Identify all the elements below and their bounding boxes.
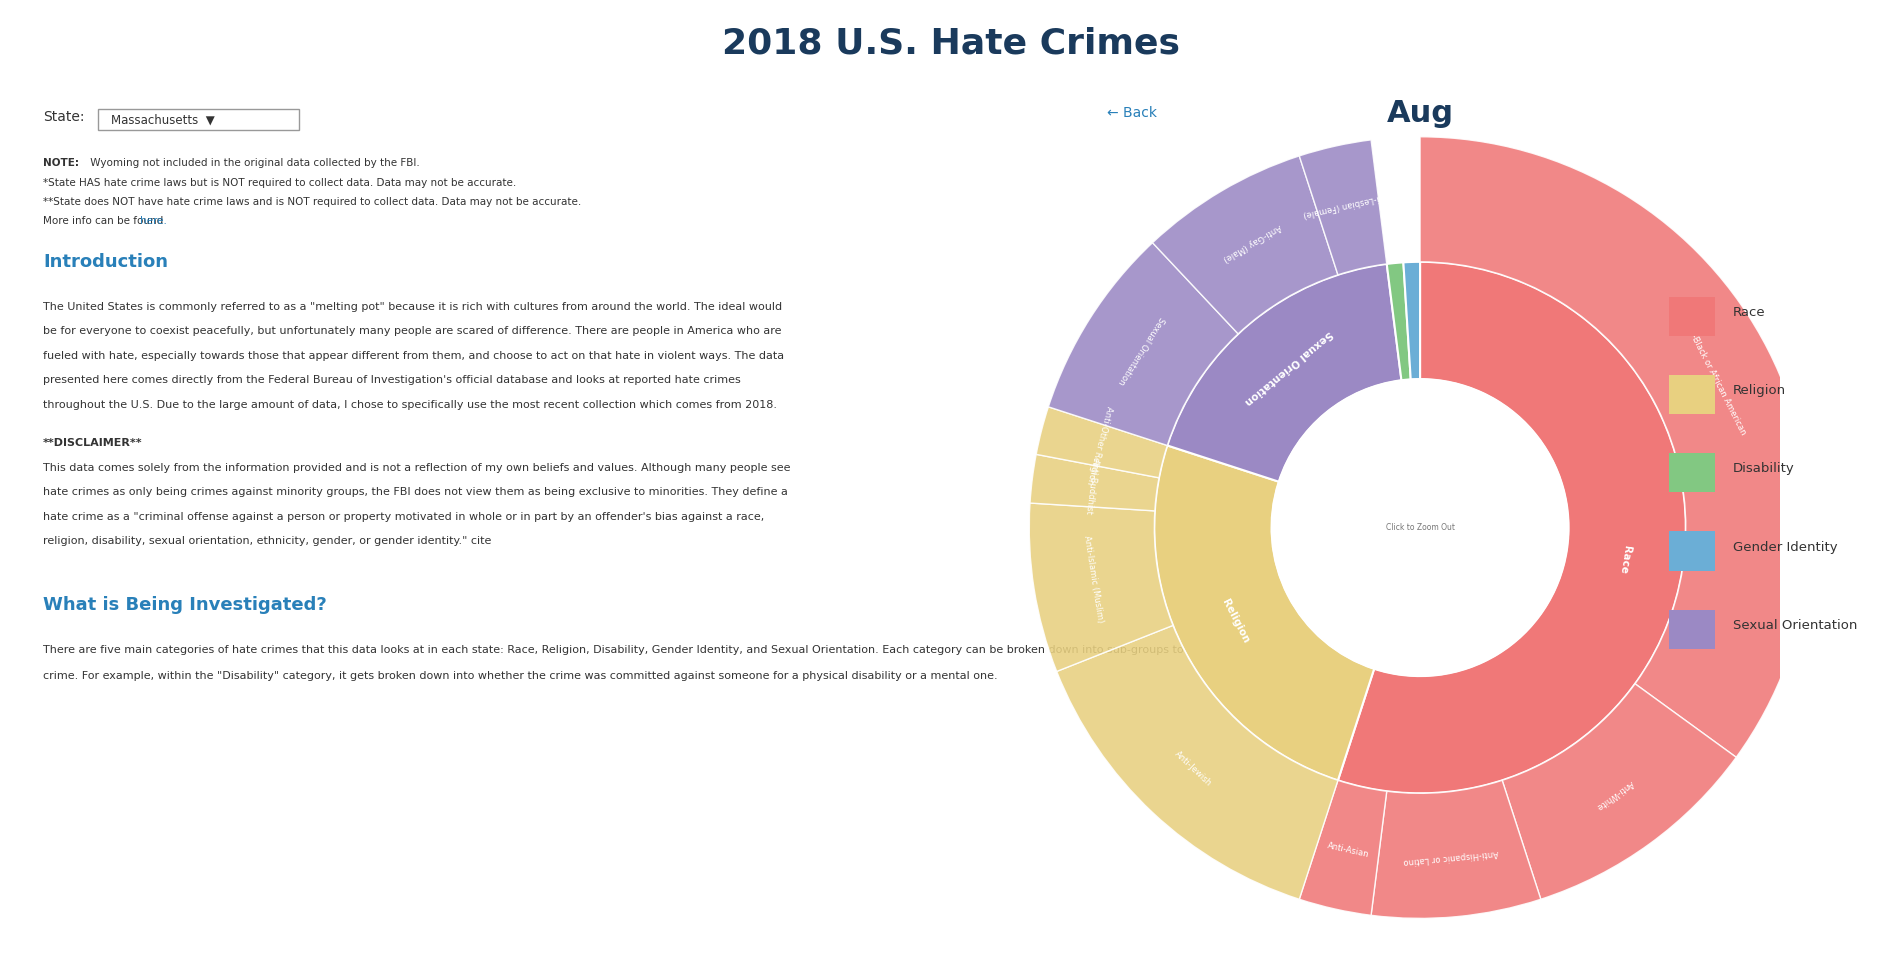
Text: Race: Race (1618, 545, 1631, 574)
Text: fueled with hate, especially towards those that appear different from them, and : fueled with hate, especially towards tho… (44, 351, 783, 361)
Text: Anti-Asian: Anti-Asian (1327, 841, 1371, 860)
Wedge shape (1028, 503, 1173, 671)
FancyBboxPatch shape (99, 109, 298, 130)
Bar (1669, 453, 1715, 492)
Wedge shape (1036, 406, 1167, 478)
Wedge shape (1298, 781, 1386, 915)
Wedge shape (1057, 625, 1338, 899)
Wedge shape (1047, 242, 1238, 446)
Wedge shape (1338, 262, 1686, 793)
Wedge shape (1371, 781, 1542, 918)
Text: More info can be found: More info can be found (44, 216, 167, 227)
Text: Disability: Disability (1734, 462, 1795, 476)
Text: State:: State: (44, 110, 84, 124)
Text: Sexual Orientation: Sexual Orientation (1734, 618, 1857, 632)
Text: Sexual Orientation: Sexual Orientation (1116, 315, 1165, 386)
Circle shape (1272, 379, 1568, 676)
Text: *State HAS hate crime laws but is NOT required to collect data. Data may not be : *State HAS hate crime laws but is NOT re… (44, 178, 517, 188)
Wedge shape (1386, 263, 1411, 380)
Wedge shape (1154, 446, 1374, 781)
Text: hate crime as a "criminal offense against a person or property motivated in whol: hate crime as a "criminal offense agains… (44, 512, 764, 522)
Text: Gender Identity: Gender Identity (1734, 540, 1838, 554)
Text: Anti-Hispanic or Latino: Anti-Hispanic or Latino (1403, 848, 1500, 866)
Text: The United States is commonly referred to as a "melting pot" because it is rich : The United States is commonly referred t… (44, 302, 781, 312)
Wedge shape (1420, 137, 1812, 757)
Text: Sexual Orientation: Sexual Orientation (1241, 329, 1335, 407)
Wedge shape (1152, 156, 1338, 334)
Text: Religion: Religion (1734, 384, 1787, 398)
Text: Anti-Jewish: Anti-Jewish (1173, 749, 1215, 788)
Text: be for everyone to coexist peacefully, but unfortunately many people are scared : be for everyone to coexist peacefully, b… (44, 326, 781, 336)
Text: **State does NOT have hate crime laws and is NOT required to collect data. Data : **State does NOT have hate crime laws an… (44, 197, 582, 207)
Text: Anti-Other Religion: Anti-Other Religion (1085, 405, 1114, 486)
Text: What is Being Investigated?: What is Being Investigated? (44, 596, 327, 615)
Wedge shape (1403, 262, 1420, 379)
Bar (1669, 375, 1715, 414)
Text: Anti-Lesbian (Female): Anti-Lesbian (Female) (1302, 191, 1393, 219)
Text: ← Back: ← Back (1108, 106, 1158, 120)
Text: here.: here. (141, 216, 167, 227)
Wedge shape (1502, 684, 1736, 899)
Text: Introduction: Introduction (44, 253, 167, 272)
Wedge shape (1167, 264, 1401, 482)
Bar (1669, 610, 1715, 649)
Text: 2018 U.S. Hate Crimes: 2018 U.S. Hate Crimes (722, 27, 1179, 61)
Text: Anti-Islamic (Muslim): Anti-Islamic (Muslim) (1082, 535, 1104, 623)
Text: Anti-White: Anti-White (1595, 779, 1635, 812)
Text: Anti-Black or African American: Anti-Black or African American (1682, 319, 1747, 437)
Text: throughout the U.S. Due to the large amount of data, I chose to specifically use: throughout the U.S. Due to the large amo… (44, 401, 778, 410)
Bar (1669, 531, 1715, 571)
Wedge shape (1298, 140, 1386, 275)
Text: crime. For example, within the "Disability" category, it gets broken down into w: crime. For example, within the "Disabili… (44, 671, 998, 681)
Text: Click to Zoom Out: Click to Zoom Out (1386, 523, 1454, 532)
Text: Anti-Gay (Male): Anti-Gay (Male) (1220, 222, 1283, 264)
Text: presented here comes directly from the Federal Bureau of Investigation's officia: presented here comes directly from the F… (44, 375, 741, 386)
Text: **DISCLAIMER**: **DISCLAIMER** (44, 438, 143, 447)
Text: Wyoming not included in the original data collected by the FBI.: Wyoming not included in the original dat… (87, 158, 420, 168)
Text: This data comes solely from the information provided and is not a reflection of : This data comes solely from the informat… (44, 462, 791, 473)
Text: Anti-Buddhist: Anti-Buddhist (1084, 457, 1101, 515)
Text: Aug: Aug (1386, 99, 1454, 128)
Text: There are five main categories of hate crimes that this data looks at in each st: There are five main categories of hate c… (44, 645, 1576, 655)
Text: Race: Race (1734, 306, 1766, 319)
Wedge shape (1030, 454, 1160, 511)
Text: Massachusetts  ▼: Massachusetts ▼ (110, 113, 215, 126)
Text: hate crimes as only being crimes against minority groups, the FBI does not view : hate crimes as only being crimes against… (44, 488, 787, 497)
Text: Religion: Religion (1220, 598, 1251, 646)
Bar (1669, 297, 1715, 336)
Text: NOTE:: NOTE: (44, 158, 80, 168)
Text: religion, disability, sexual orientation, ethnicity, gender, or gender identity.: religion, disability, sexual orientation… (44, 536, 490, 546)
